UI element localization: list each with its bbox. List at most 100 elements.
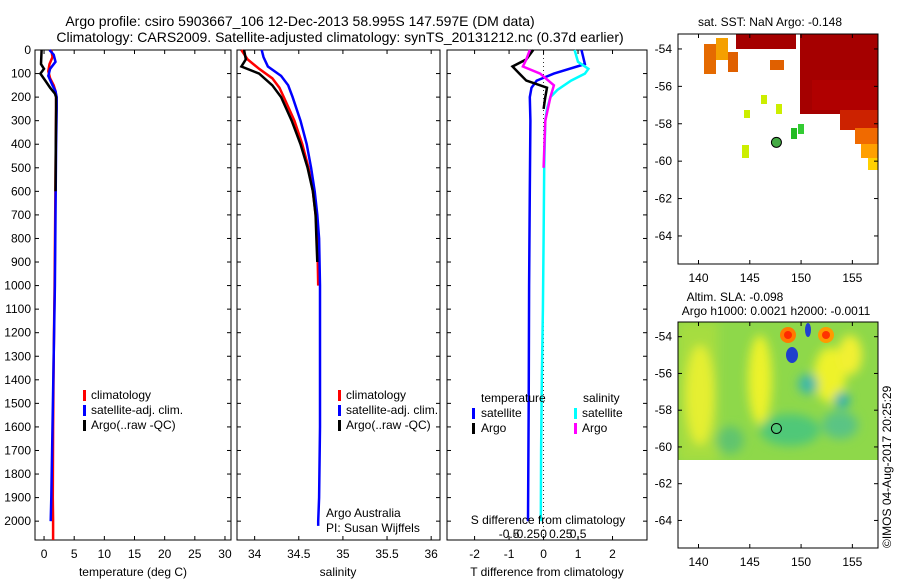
x-tick-label: 35.5 [375,547,399,561]
lat-tick-label: -62 [655,192,673,206]
sla-map-axes: -54 -56 -58 -60 -62 -64 140 145 150 155 [655,322,878,569]
legend-label: Argo [582,421,608,435]
sla-anomaly-patch [686,345,714,445]
series-line-argo-raw-qc- [239,49,319,263]
lat-tick-label: -62 [655,477,673,491]
s-difference-tick-label: -0.5 [499,527,520,541]
legend-label: Argo [481,421,507,435]
lat-tick-label: -56 [655,366,673,380]
sla-high-eddy-core [822,331,830,339]
depth-tick-label: 1500 [4,396,31,410]
depth-axis: 0 100 200 300 400 500 600 700 800 900 1000 1100 1200… [4,43,231,528]
x-tick-label: 15 [128,547,142,561]
salinity-plot-frame [236,49,441,541]
lon-tick-label: 150 [791,271,811,285]
lat-tick-label: -64 [655,229,673,243]
legend-swatch [574,408,577,419]
legend-label: satellite [481,406,522,420]
sla-anomaly-patch [834,392,850,408]
depth-tick-label: 200 [11,90,31,104]
temperature-profiles [38,49,58,540]
sst-warm-patch [812,80,878,110]
x-tick-label: 2 [609,547,616,561]
s-difference-tick-label: 0.25 [549,527,573,541]
sst-warm-patch [736,34,796,49]
legend-label: satellite-adj. clim. [346,403,438,417]
depth-tick-label: 1800 [4,467,31,481]
sst-warm-patch [770,60,784,70]
sst-cold-patch [791,128,797,139]
x-tick-label: 10 [98,547,112,561]
depth-tick-label: 1700 [4,443,31,457]
sla-anomaly-patch [716,426,744,454]
sla-map-panel: Altim. SLA: -0.098 Argo h1000: 0.0021 h2… [655,290,879,569]
x-tick-label: 0 [540,547,547,561]
argo-float-marker [770,422,782,434]
x-tick-label: 36 [424,547,438,561]
sla-anomaly-patch [838,335,862,375]
depth-tick-label: 1100 [5,302,31,316]
s-difference-axis: -0.5-0.25 0 0.250.5 [499,527,587,541]
difference-depth-ticks [447,49,647,522]
sla-anomaly-patch [760,414,820,446]
sst-cold-patch [776,104,782,114]
lat-tick-label: -58 [655,117,673,131]
lat-tick-label: -58 [655,403,673,417]
legend-label: satellite [582,406,623,420]
sst-map-axes: -54 -56 -58 -60 -62 -64 140 145 150 155 [655,34,878,285]
series-line-argo-raw-qc- [38,49,58,192]
sla-field [678,322,878,460]
x-tick-label: 20 [158,547,172,561]
t-difference-axis-label: T difference from climatology [470,565,624,579]
sst-cold-patch [744,110,750,118]
sla-anomaly-patch [798,374,818,394]
depth-tick-label: 0 [24,43,31,57]
sst-warm-patch [716,38,728,60]
salinity-axis: 34 34.5 35 35.5 36 [248,50,438,561]
salinity-depth-ticks [237,49,440,522]
x-tick-label: 25 [188,547,202,561]
x-tick-label: 30 [218,547,232,561]
sst-cold-patch [798,124,804,134]
lon-tick-label: 145 [740,555,760,569]
lon-tick-label: 150 [791,555,811,569]
sst-warm-patch [855,128,878,144]
temperature-axis: 0 5 10 15 20 25 30 [41,50,232,561]
sst-warm-patch [704,44,716,74]
sla-map-title: Altim. SLA: -0.098 [687,290,784,304]
sst-map-frame [677,33,879,265]
legend-swatch [83,405,86,416]
depth-tick-label: 1200 [4,326,31,340]
depth-tick-label: 400 [11,137,31,151]
legend-label: climatology [91,388,151,402]
depth-tick-label: 800 [11,231,31,245]
sla-anomaly-patch [814,347,846,403]
salinity-profiles [239,49,322,526]
sla-anomaly-patch [822,411,858,439]
series-line-s-argo [521,49,556,168]
legend-swatch [83,420,86,431]
legend-label: Argo(..raw -QC) [91,418,176,432]
imos-credit: ©IMOS 04-Aug-2017 20:25:29 [880,385,894,548]
sst-map-panel: sat. SST: NaN Argo: -0.148 -54-56-58-60-… [655,15,879,285]
series-line-t-satellite [526,49,587,522]
sla-high-eddy-core [784,331,792,339]
depth-tick-label: 1600 [4,420,31,434]
salinity-panel: 34 34.5 35 35.5 36 salinity climatologysatel… [236,49,441,579]
depth-tick-label: 600 [11,184,31,198]
legend-swatch [338,420,341,431]
sst-warm-patch [840,110,878,130]
depth-tick-label: 700 [11,208,31,222]
depth-tick-label: 1900 [4,491,31,505]
difference-panel: -2 -1 0 1 2 -0.5-0.25 0 0.250.5 T difference f… [446,49,648,579]
series-line-s-satellite [539,49,591,522]
lon-tick-label: 145 [740,271,760,285]
salinity-axis-label: salinity [320,565,357,579]
legend-swatch [338,405,341,416]
title-line-1: Argo profile: csiro 5903667_106 12-Dec-2… [65,13,534,29]
series-line-t-argo [510,49,549,110]
lon-tick-label: 140 [688,555,708,569]
lat-tick-label: -64 [655,513,673,527]
